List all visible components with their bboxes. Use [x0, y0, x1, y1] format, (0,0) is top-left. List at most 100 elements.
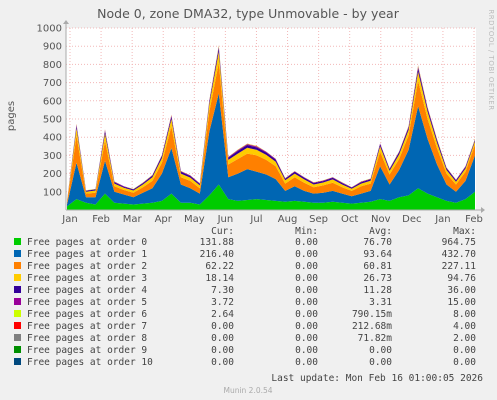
area-series-1	[67, 93, 475, 207]
legend-min: 0.00	[295, 321, 318, 332]
y-tick-label: 400	[43, 133, 62, 144]
legend-avg: 3.31	[369, 297, 392, 308]
y-tick-label: 100	[43, 187, 62, 198]
legend-label: Free pages at order 2	[27, 261, 147, 272]
x-tick-label: Oct	[341, 214, 358, 225]
legend-label: Free pages at order 8	[27, 333, 147, 344]
axes	[63, 20, 485, 213]
y-tick-label: 300	[43, 151, 62, 162]
legend-label: Free pages at order 3	[27, 273, 147, 284]
legend-swatch	[14, 334, 21, 341]
x-tick-label: Feb	[92, 214, 110, 225]
legend-swatch	[14, 250, 21, 257]
legend-swatch	[14, 298, 21, 305]
legend-max: 8.00	[453, 309, 476, 320]
legend-cur: 3.72	[211, 297, 234, 308]
grid-lines	[66, 27, 476, 210]
x-tick-label: Jan	[61, 214, 77, 225]
rrdtool-credit: RRDTOOL / TOBI OETIKER	[487, 9, 495, 110]
y-tick-label: 1000	[37, 24, 62, 35]
legend-max: 432.70	[442, 249, 477, 260]
legend-cur: 0.00	[211, 333, 234, 344]
legend-cur: 0.00	[211, 321, 234, 332]
legend-avg: 71.82m	[358, 333, 393, 344]
legend-min: 0.00	[295, 333, 318, 344]
legend-cur: 131.88	[200, 237, 235, 248]
legend-max: 36.00	[447, 285, 476, 296]
area-series-0	[67, 184, 475, 210]
legend-swatch	[14, 274, 21, 281]
legend-avg: 60.81	[363, 261, 392, 272]
legend-swatch	[14, 310, 21, 317]
legend-max: 4.00	[453, 321, 476, 332]
x-tick-label: Dec	[402, 214, 421, 225]
legend-cur: 216.40	[200, 249, 235, 260]
legend-max: 2.00	[453, 333, 476, 344]
col-min: Min:	[295, 226, 318, 237]
legend-min: 0.00	[295, 237, 318, 248]
legend-min: 0.00	[295, 285, 318, 296]
legend-max: 964.75	[442, 237, 476, 248]
legend-swatch	[14, 286, 21, 293]
legend-min: 0.00	[295, 345, 318, 356]
legend-label: Free pages at order 9	[27, 345, 147, 356]
munin-version: Munin 2.0.54	[223, 386, 272, 395]
x-tick-label: Jul	[249, 214, 262, 225]
y-tick-label: 900	[43, 42, 62, 53]
y-axis-arrow	[63, 20, 69, 24]
x-tick-label: Jun	[217, 214, 234, 225]
legend-cur: 18.14	[205, 273, 234, 284]
y-axis-label: pages	[6, 101, 17, 131]
y-tick-label: 600	[43, 96, 62, 107]
y-tick-label: 700	[43, 78, 62, 89]
legend-label: Free pages at order 5	[27, 297, 147, 308]
last-update: Last update: Mon Feb 16 01:00:05 2026	[271, 373, 483, 384]
legend-max: 15.00	[447, 297, 476, 308]
legend-min: 0.00	[295, 261, 318, 272]
x-tick-label: Jan	[434, 214, 450, 225]
x-tick-label: Feb	[465, 214, 483, 225]
area-series-2	[67, 62, 475, 205]
legend-cur: 0.00	[211, 357, 234, 368]
legend-avg: 212.68m	[352, 321, 392, 332]
stacked-areas	[67, 45, 475, 210]
x-tick-label: Nov	[371, 214, 391, 225]
chart-title: Node 0, zone DMA32, type Unmovable - by …	[97, 6, 400, 21]
x-tick-label: Sep	[309, 214, 328, 225]
legend-label: Free pages at order 6	[27, 309, 147, 320]
y-tick-label: 500	[43, 115, 62, 126]
col-cur: Cur:	[211, 226, 234, 237]
legend-min: 0.00	[295, 249, 318, 260]
legend-swatch	[14, 238, 21, 245]
legend-cur: 2.64	[211, 309, 234, 320]
legend-swatch	[14, 346, 21, 353]
col-avg: Avg:	[369, 226, 392, 237]
legend-label: Free pages at order 7	[27, 321, 147, 332]
legend-avg: 76.70	[363, 237, 392, 248]
legend-label: Free pages at order 10	[27, 357, 153, 368]
legend-swatch	[14, 262, 21, 269]
legend-label: Free pages at order 0	[27, 237, 147, 248]
legend-avg: 11.28	[363, 285, 392, 296]
x-tick-label: May	[184, 214, 205, 225]
x-tick-label: Apr	[155, 214, 173, 225]
legend-max: 94.76	[447, 273, 476, 284]
legend-min: 0.00	[295, 309, 318, 320]
x-axis-arrow	[481, 207, 485, 213]
legend-avg: 790.15m	[352, 309, 392, 320]
legend-avg: 93.64	[363, 249, 392, 260]
x-tick-label: Mar	[123, 214, 143, 225]
y-tick-label: 800	[43, 60, 62, 71]
legend-min: 0.00	[295, 297, 318, 308]
legend-label: Free pages at order 4	[27, 285, 147, 296]
legend-label: Free pages at order 1	[27, 249, 147, 260]
legend-min: 0.00	[295, 273, 318, 284]
legend-avg: 0.00	[369, 357, 392, 368]
legend-avg: 26.73	[363, 273, 392, 284]
legend-max: 227.11	[442, 261, 477, 272]
x-tick-label: Aug	[278, 214, 298, 225]
legend-min: 0.00	[295, 357, 318, 368]
legend-header: Cur: Min: Avg: Max:	[211, 226, 476, 237]
y-tick-label: 200	[43, 169, 62, 180]
